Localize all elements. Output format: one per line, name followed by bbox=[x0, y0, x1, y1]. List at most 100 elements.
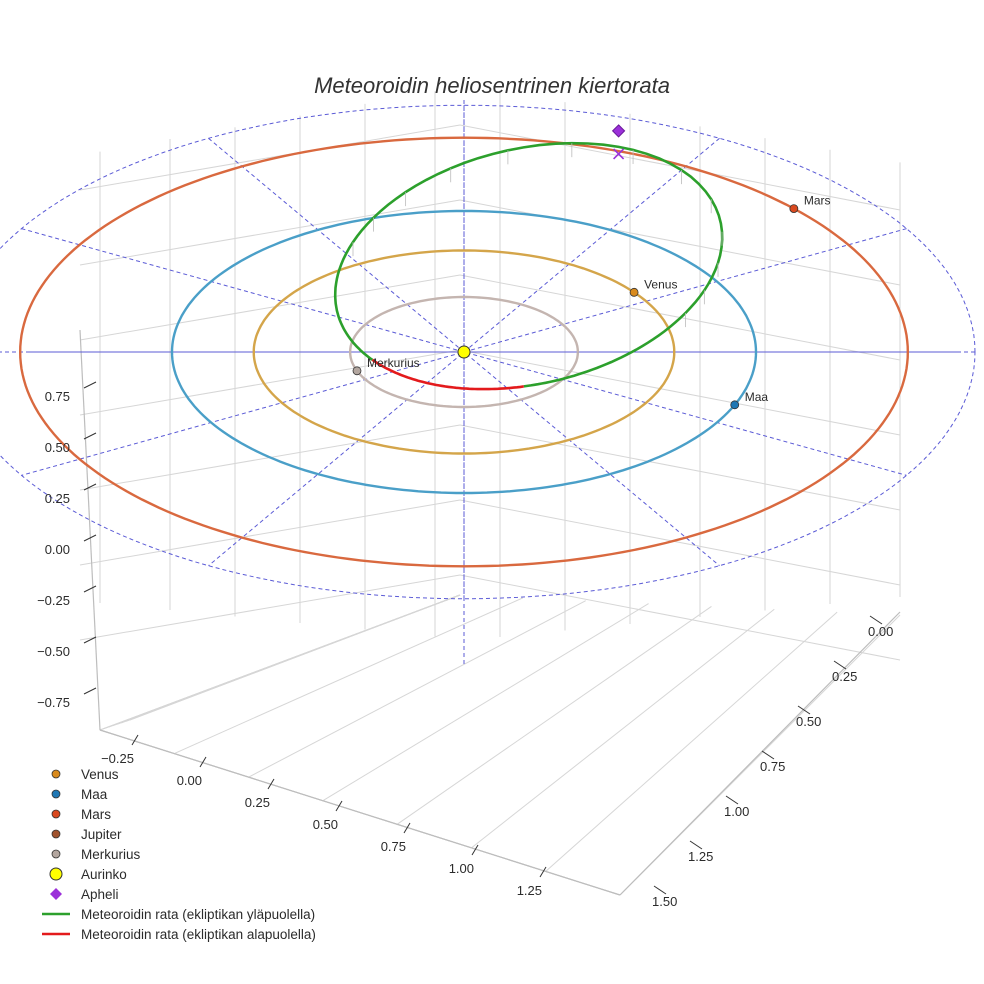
grid-line bbox=[459, 199, 901, 286]
y-tick-label: 1.25 bbox=[688, 849, 713, 864]
grid-line bbox=[248, 600, 586, 778]
legend-label: Apheli bbox=[81, 886, 119, 902]
legend-item: Venus bbox=[38, 764, 316, 784]
y-tick-label: 1.50 bbox=[652, 894, 677, 909]
legend-item: Merkurius bbox=[38, 844, 316, 864]
grid-line bbox=[471, 608, 775, 849]
legend-label: Merkurius bbox=[81, 846, 141, 862]
legend-label: Meteoroidin rata (ekliptikan alapuolella… bbox=[81, 926, 316, 942]
z-tick-label: 0.75 bbox=[45, 389, 70, 404]
x-tick bbox=[403, 822, 411, 834]
y-tick-label: 0.00 bbox=[868, 624, 893, 639]
orbit-merkurius bbox=[348, 295, 580, 409]
legend-label: Venus bbox=[81, 766, 119, 782]
planet-label: Venus bbox=[644, 277, 677, 291]
legend-symbol bbox=[38, 824, 74, 844]
legend-item: Meteoroidin rata (ekliptikan alapuolella… bbox=[38, 924, 316, 944]
legend-symbol bbox=[38, 884, 74, 904]
legend-symbol bbox=[38, 844, 74, 864]
z-tick bbox=[83, 636, 97, 644]
z-tick-label: −0.25 bbox=[37, 593, 70, 608]
x-tick-label: −0.25 bbox=[101, 751, 134, 766]
z-tick bbox=[83, 483, 97, 491]
z-tick bbox=[83, 534, 97, 542]
z-tick-label: 0.00 bbox=[45, 542, 70, 557]
x-tick bbox=[199, 756, 207, 768]
x-tick-label: 0.25 bbox=[245, 795, 270, 810]
legend-item: Mars bbox=[38, 804, 316, 824]
x-tick bbox=[471, 844, 479, 856]
axis-edge bbox=[79, 329, 101, 731]
legend-item: Maa bbox=[38, 784, 316, 804]
x-tick-label: 1.25 bbox=[517, 883, 542, 898]
grid-line bbox=[459, 499, 901, 586]
y-tick bbox=[689, 840, 703, 850]
y-tick bbox=[761, 750, 775, 760]
ecliptic-spoke bbox=[21, 228, 907, 476]
ecliptic-spoke bbox=[208, 137, 720, 567]
legend-label: Meteoroidin rata (ekliptikan yläpuolella… bbox=[81, 906, 316, 922]
aphelion-projection bbox=[613, 148, 625, 160]
z-tick-label: 0.25 bbox=[45, 491, 70, 506]
legend-symbol bbox=[38, 904, 74, 924]
z-tick bbox=[83, 381, 97, 389]
legend-label: Jupiter bbox=[81, 826, 122, 842]
z-tick-label: −0.50 bbox=[37, 644, 70, 659]
axis-edge bbox=[619, 611, 901, 896]
y-tick bbox=[725, 795, 739, 805]
x-tick bbox=[335, 800, 343, 812]
legend-symbol bbox=[38, 864, 74, 884]
planet-label: Merkurius bbox=[367, 356, 420, 370]
orbit-maa bbox=[170, 209, 758, 495]
grid-line bbox=[174, 597, 524, 755]
grid-line bbox=[459, 574, 901, 661]
grid-line bbox=[459, 424, 901, 511]
legend-label: Mars bbox=[81, 806, 111, 822]
grid-line bbox=[459, 124, 901, 211]
planet-mars bbox=[789, 204, 799, 213]
grid-line bbox=[459, 349, 901, 436]
aphelion-marker bbox=[611, 124, 626, 138]
planet-label: Mars bbox=[804, 194, 831, 208]
y-tick-label: 0.50 bbox=[796, 714, 821, 729]
x-tick-label: 0.50 bbox=[313, 817, 338, 832]
grid-line bbox=[79, 574, 461, 641]
orbit-venus bbox=[252, 249, 676, 455]
grid-line bbox=[79, 199, 461, 266]
legend-label: Aurinko bbox=[81, 866, 127, 882]
x-tick-label: 0.75 bbox=[381, 839, 406, 854]
y-tick bbox=[869, 615, 883, 625]
legend-symbol bbox=[38, 764, 74, 784]
ecliptic-spoke bbox=[208, 137, 720, 567]
grid-line bbox=[396, 606, 712, 825]
grid-line bbox=[79, 499, 461, 566]
sun-marker bbox=[457, 345, 471, 359]
legend-item: Apheli bbox=[38, 884, 316, 904]
ecliptic-spoke bbox=[21, 228, 907, 476]
meteoroid-orbit-below bbox=[371, 358, 524, 391]
axis-edge bbox=[99, 729, 621, 896]
grid-line bbox=[79, 349, 461, 416]
z-tick-label: 0.50 bbox=[45, 440, 70, 455]
legend-item: Aurinko bbox=[38, 864, 316, 884]
planet-merkurius bbox=[352, 366, 362, 376]
x-tick bbox=[131, 734, 139, 746]
planet-label: Maa bbox=[745, 390, 769, 404]
chart-title: Meteoroidin heliosentrinen kiertorata bbox=[314, 73, 670, 98]
y-tick-label: 0.25 bbox=[832, 669, 857, 684]
planet-venus bbox=[629, 287, 639, 297]
meteoroid-orbit-above bbox=[333, 141, 724, 388]
planet-maa bbox=[730, 400, 740, 410]
y-tick bbox=[653, 885, 667, 895]
y-tick bbox=[797, 705, 811, 715]
grid-line bbox=[322, 603, 649, 802]
legend-item: Meteoroidin rata (ekliptikan yläpuolella… bbox=[38, 904, 316, 924]
x-tick bbox=[267, 778, 275, 790]
z-tick-label: −0.75 bbox=[37, 695, 70, 710]
z-tick bbox=[83, 585, 97, 593]
x-tick-label: 0.00 bbox=[177, 773, 202, 788]
legend-symbol bbox=[38, 784, 74, 804]
legend-symbol bbox=[38, 804, 74, 824]
grid-line bbox=[545, 611, 838, 872]
